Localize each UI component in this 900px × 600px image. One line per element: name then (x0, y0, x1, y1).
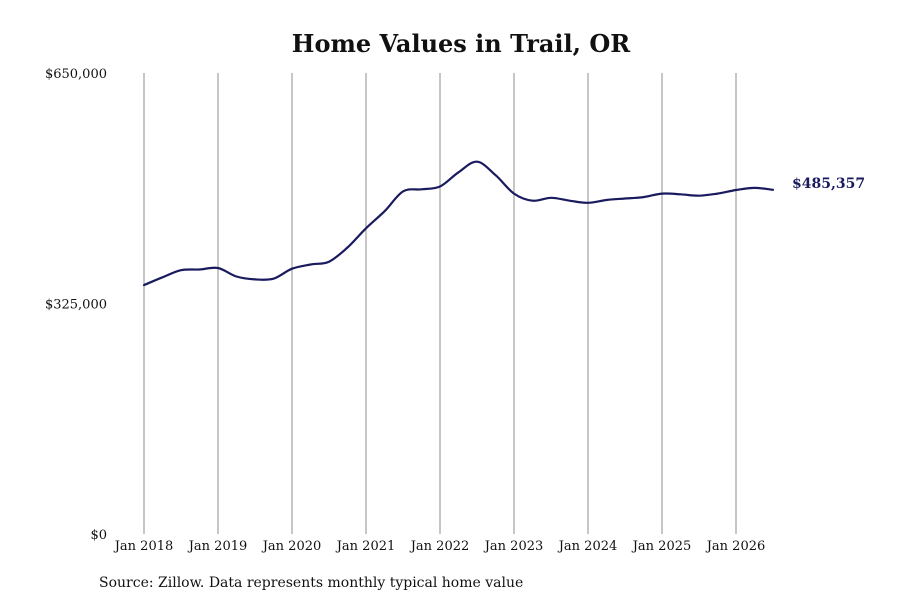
last-value-label: $485,357 (792, 176, 865, 192)
chart-source: Source: Zillow. Data represents monthly … (99, 575, 523, 591)
chart-title: Home Values in Trail, OR (292, 29, 631, 58)
gridlines (143, 73, 737, 534)
x-tick-label: Jan 2026 (705, 539, 766, 554)
x-tick-label: Jan 2018 (113, 539, 174, 554)
x-axis-ticks: Jan 2018 Jan 2019 Jan 2020 Jan 2021 Jan 2022… (113, 539, 766, 554)
x-tick-label: Jan 2025 (631, 539, 692, 554)
x-tick-label: Jan 2021 (335, 539, 396, 554)
y-tick-label: $325,000 (45, 298, 107, 313)
y-tick-label: $650,000 (45, 67, 107, 82)
x-tick-label: Jan 2019 (187, 539, 248, 554)
x-tick-label: Jan 2023 (483, 539, 544, 554)
y-tick-label: $0 (90, 528, 107, 543)
series-line (142, 160, 775, 287)
x-tick-label: Jan 2020 (261, 539, 322, 554)
x-tick-label: Jan 2022 (409, 539, 470, 554)
x-tick-label: Jan 2024 (557, 539, 618, 554)
y-axis-ticks: $0 $325,000 $650,000 (45, 67, 107, 543)
